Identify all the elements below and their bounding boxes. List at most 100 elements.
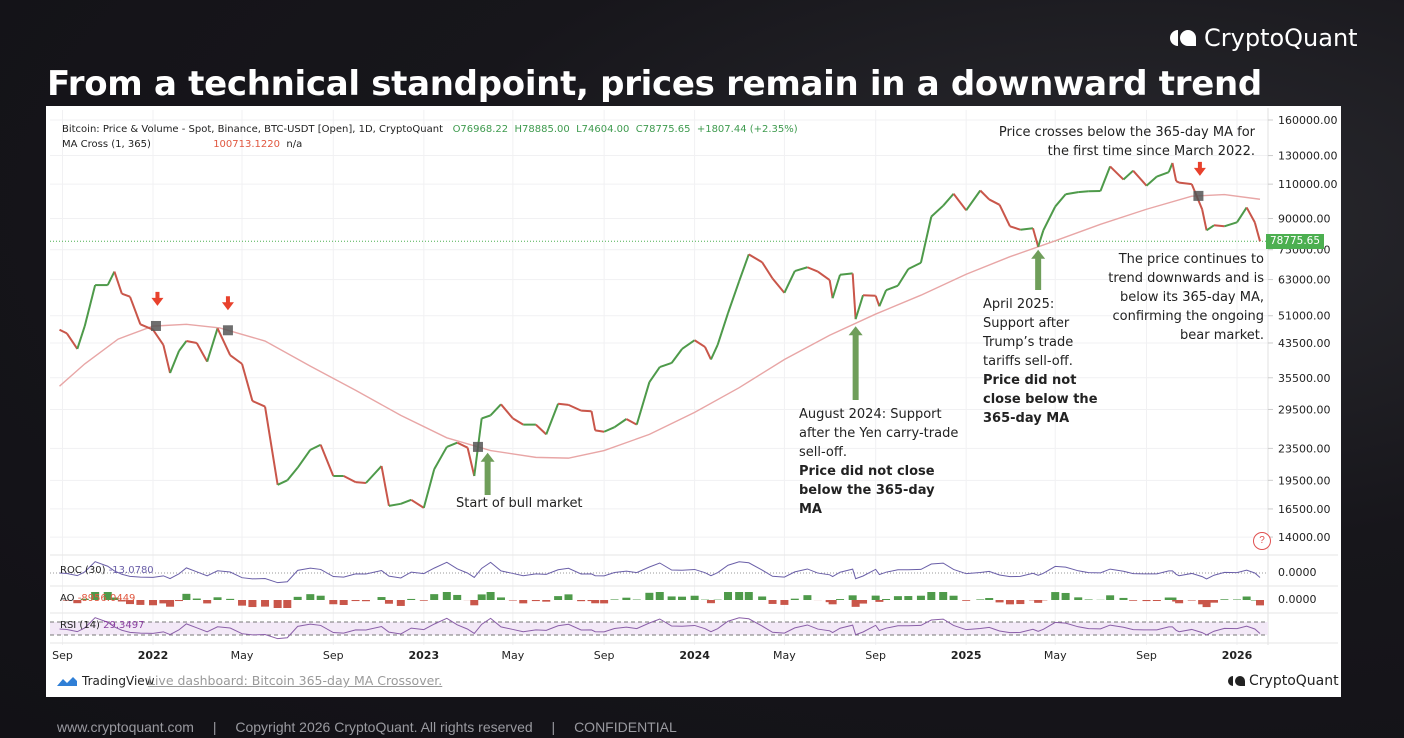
crossover-marker — [222, 325, 233, 336]
ao-bar — [149, 600, 157, 606]
price-segment — [794, 266, 808, 273]
ao-bar — [1233, 599, 1241, 600]
ao-bar — [780, 600, 789, 605]
price-segment — [1213, 224, 1225, 228]
x-tick-label: 2023 — [409, 649, 440, 662]
price-segment — [648, 366, 661, 383]
ao-bar — [273, 600, 282, 608]
price-segment — [1156, 171, 1170, 178]
symbol-label: Bitcoin: Price & Volume - Spot, Binance,… — [62, 124, 444, 135]
ao-bar — [117, 600, 126, 602]
ao-bar — [564, 594, 573, 600]
support-arrow-icon — [1031, 249, 1046, 290]
ao-axis-label: 0.0000 — [1278, 593, 1317, 606]
price-segment — [807, 266, 819, 273]
cryptoquant-bottom-logo: CryptoQuant — [1228, 673, 1339, 689]
ao-bar — [508, 600, 517, 601]
x-tick-label: 2026 — [1222, 649, 1253, 662]
price-segment — [670, 348, 683, 364]
price-segment — [1224, 221, 1238, 228]
price-segment — [1171, 162, 1178, 182]
ao-bar — [519, 600, 528, 604]
price-segment — [694, 339, 706, 348]
y-tick-label: 43500.00 — [1278, 337, 1331, 350]
ao-bar — [248, 600, 257, 608]
price-segment — [500, 403, 514, 420]
ao-bar — [377, 597, 386, 600]
price-segment — [229, 354, 243, 365]
ao-bar — [577, 600, 586, 602]
ao-bar — [735, 592, 744, 600]
ao-bar — [1106, 595, 1115, 600]
ohlc-high: H78885.00 — [514, 124, 570, 135]
footer-confidential: CONFIDENTIAL — [574, 719, 677, 735]
ao-bar — [203, 600, 212, 604]
price-segment — [1245, 206, 1256, 223]
price-segment — [365, 465, 383, 484]
ao-bar — [904, 596, 913, 600]
x-tick-label: May — [231, 649, 254, 662]
ao-bar — [1084, 599, 1093, 600]
x-tick-label: 2024 — [679, 649, 710, 662]
x-tick-label: 2022 — [138, 649, 169, 662]
price-segment — [277, 479, 288, 486]
roc-label: ROC (30) — [60, 565, 106, 576]
ao-bar — [678, 596, 687, 600]
footer-website[interactable]: www.cryptoquant.com — [57, 719, 194, 735]
ao-bar — [283, 600, 292, 608]
price-segment — [456, 441, 469, 449]
price-segment — [1253, 222, 1261, 242]
x-tick-label: May — [773, 649, 796, 662]
ao-bar — [916, 595, 925, 600]
ao-bar — [976, 599, 985, 600]
ao-bar — [1152, 600, 1161, 602]
y-tick-label: 130000.00 — [1278, 150, 1338, 163]
price-segment — [169, 350, 180, 374]
ao-bar — [174, 600, 183, 602]
live-dashboard-link[interactable]: Live dashboard: Bitcoin 365-day MA Cross… — [148, 673, 443, 688]
ma-na: n/a — [286, 139, 303, 150]
rsi-label: RSI (14) — [60, 620, 100, 631]
ohlc-close: C78775.65 — [635, 124, 691, 135]
ao-bar — [1168, 597, 1177, 600]
support-arrow-icon — [480, 452, 495, 495]
ao-bar — [667, 596, 676, 600]
ao-bar — [1198, 600, 1207, 605]
rsi-band — [50, 622, 1268, 635]
indicator-panes — [50, 561, 1268, 640]
price-segment — [1031, 228, 1040, 248]
ao-bar — [591, 600, 600, 604]
price-segment — [216, 327, 232, 356]
price-segment — [410, 498, 425, 509]
price-series — [59, 162, 1261, 509]
last-price-tag: 78775.65 — [1266, 234, 1324, 249]
price-segment — [106, 271, 116, 286]
price-segment — [897, 268, 910, 287]
ao-bar — [803, 595, 812, 600]
ao-bar — [261, 600, 270, 607]
price-segment — [1054, 193, 1067, 208]
price-segment — [1009, 225, 1021, 231]
ao-bar — [744, 592, 753, 600]
price-segment — [113, 271, 123, 295]
ma-value: 100713.1220 — [213, 139, 280, 150]
price-segment — [319, 444, 335, 477]
ma-365-series — [59, 193, 1261, 459]
annotation-apr-2025-bold: Price did not close below the 365-day MA — [983, 373, 1098, 426]
help-icon[interactable]: ? — [1253, 532, 1271, 550]
price-segment — [446, 441, 458, 448]
price-segment — [1145, 175, 1158, 187]
ao-bar — [542, 600, 551, 602]
price-segment — [545, 403, 560, 435]
ao-bar — [600, 600, 609, 604]
price-segment — [581, 409, 592, 413]
ao-bar — [103, 592, 112, 600]
price-segment — [965, 189, 982, 211]
ao-bar — [453, 594, 462, 600]
ao-bar — [430, 594, 439, 600]
ao-bar — [962, 600, 971, 601]
price-segment — [1078, 190, 1089, 194]
ao-bar — [1051, 592, 1060, 600]
price-segment — [1109, 165, 1125, 181]
